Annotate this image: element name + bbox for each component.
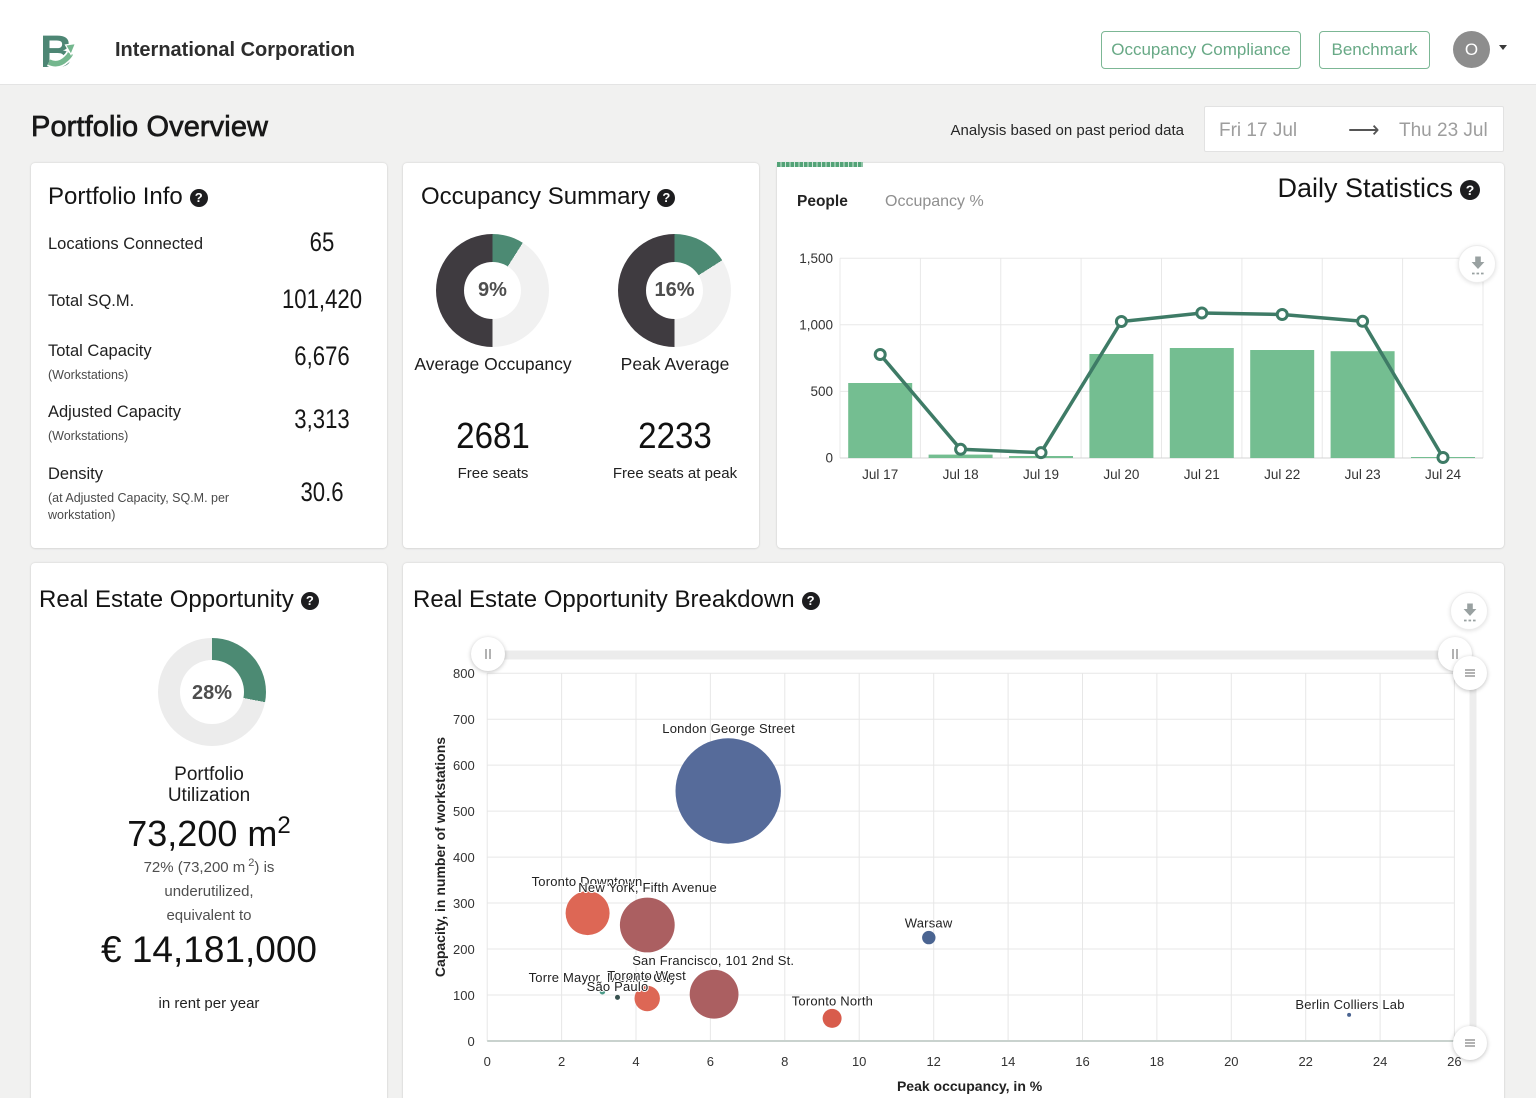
svg-text:1,500: 1,500 xyxy=(799,251,833,266)
svg-text:Warsaw: Warsaw xyxy=(905,916,953,931)
svg-text:Toronto North: Toronto North xyxy=(792,994,873,1009)
svg-text:Jul 21: Jul 21 xyxy=(1184,467,1220,482)
svg-text:Toronto West: Toronto West xyxy=(607,968,686,983)
svg-text:6: 6 xyxy=(707,1054,714,1069)
svg-text:Peak occupancy, in %: Peak occupancy, in % xyxy=(897,1078,1043,1094)
svg-text:16: 16 xyxy=(1075,1054,1089,1069)
svg-text:2: 2 xyxy=(558,1054,565,1069)
svg-text:São Paulo: São Paulo xyxy=(587,979,649,994)
svg-text:200: 200 xyxy=(453,942,475,957)
svg-text:0: 0 xyxy=(825,451,833,466)
svg-text:Jul 23: Jul 23 xyxy=(1345,467,1381,482)
svg-text:300: 300 xyxy=(453,896,475,911)
svg-text:London George Street: London George Street xyxy=(662,721,795,736)
svg-text:500: 500 xyxy=(453,804,475,819)
svg-text:24: 24 xyxy=(1373,1054,1387,1069)
svg-text:12: 12 xyxy=(926,1054,940,1069)
svg-text:Jul 22: Jul 22 xyxy=(1264,467,1300,482)
svg-text:20: 20 xyxy=(1224,1054,1238,1069)
svg-text:4: 4 xyxy=(632,1054,639,1069)
svg-text:Jul 20: Jul 20 xyxy=(1103,467,1139,482)
svg-text:600: 600 xyxy=(453,758,475,773)
svg-text:Toronto Downtown: Toronto Downtown xyxy=(532,874,643,889)
svg-text:14: 14 xyxy=(1001,1054,1015,1069)
svg-text:1,000: 1,000 xyxy=(799,318,833,333)
svg-text:0: 0 xyxy=(467,1034,474,1049)
svg-text:10: 10 xyxy=(852,1054,866,1069)
svg-text:San Francisco, 101 2nd St.: San Francisco, 101 2nd St. xyxy=(632,953,794,968)
svg-text:New York, Fifth Avenue: New York, Fifth Avenue xyxy=(578,880,717,895)
svg-text:Jul 24: Jul 24 xyxy=(1425,467,1462,482)
svg-text:Jul 18: Jul 18 xyxy=(943,467,979,482)
svg-text:400: 400 xyxy=(453,850,475,865)
svg-text:18: 18 xyxy=(1150,1054,1164,1069)
svg-text:Capacity, in number of worksta: Capacity, in number of workstations xyxy=(432,737,448,977)
svg-text:Jul 17: Jul 17 xyxy=(862,467,898,482)
svg-text:800: 800 xyxy=(453,666,475,681)
svg-text:700: 700 xyxy=(453,712,475,727)
svg-text:26: 26 xyxy=(1447,1054,1461,1069)
svg-text:Jul 19: Jul 19 xyxy=(1023,467,1059,482)
svg-text:22: 22 xyxy=(1298,1054,1312,1069)
svg-text:100: 100 xyxy=(453,988,475,1003)
svg-text:Berlin Colliers Lab: Berlin Colliers Lab xyxy=(1295,997,1404,1012)
svg-text:0: 0 xyxy=(484,1054,491,1069)
svg-text:8: 8 xyxy=(781,1054,788,1069)
svg-text:500: 500 xyxy=(810,384,833,399)
svg-text:Torre Mayor, Mexico City: Torre Mayor, Mexico City xyxy=(529,970,677,985)
